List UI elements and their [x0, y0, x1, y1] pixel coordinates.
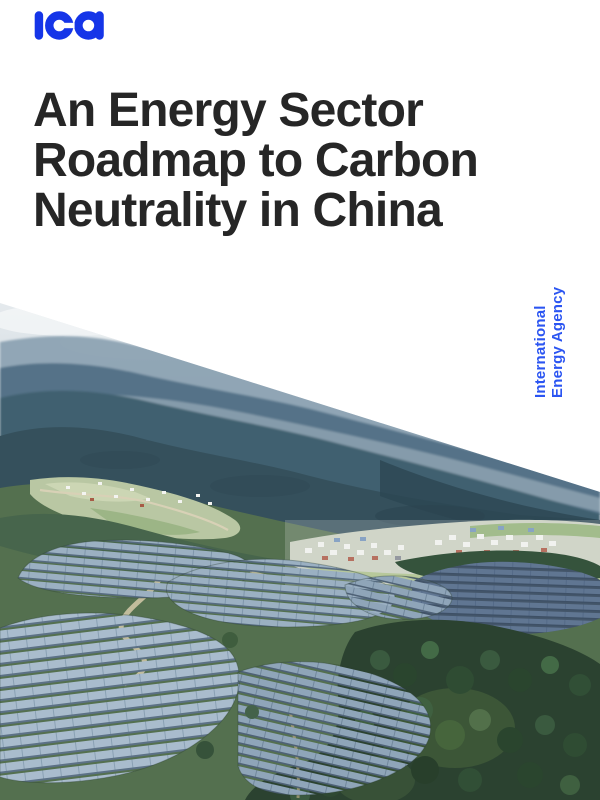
logo-letter-e-aperture: [59, 22, 75, 29]
photo-solar-arrays: [0, 539, 453, 796]
title-line-2: Roadmap to Carbon: [33, 134, 479, 187]
cover-title: An Energy Sector Roadmap to Carbon Neutr…: [33, 86, 573, 236]
title-line-3: Neutrality in China: [33, 184, 443, 237]
photo-left-valley: [30, 477, 241, 540]
logo-letter-i: [34, 11, 44, 40]
iea-logo: [34, 11, 104, 40]
title-line-1: An Energy Sector: [33, 84, 424, 137]
cover-photo: [0, 280, 600, 800]
logo-letter-a-stem: [95, 11, 104, 40]
photo-solar-hill-right: [412, 561, 600, 635]
